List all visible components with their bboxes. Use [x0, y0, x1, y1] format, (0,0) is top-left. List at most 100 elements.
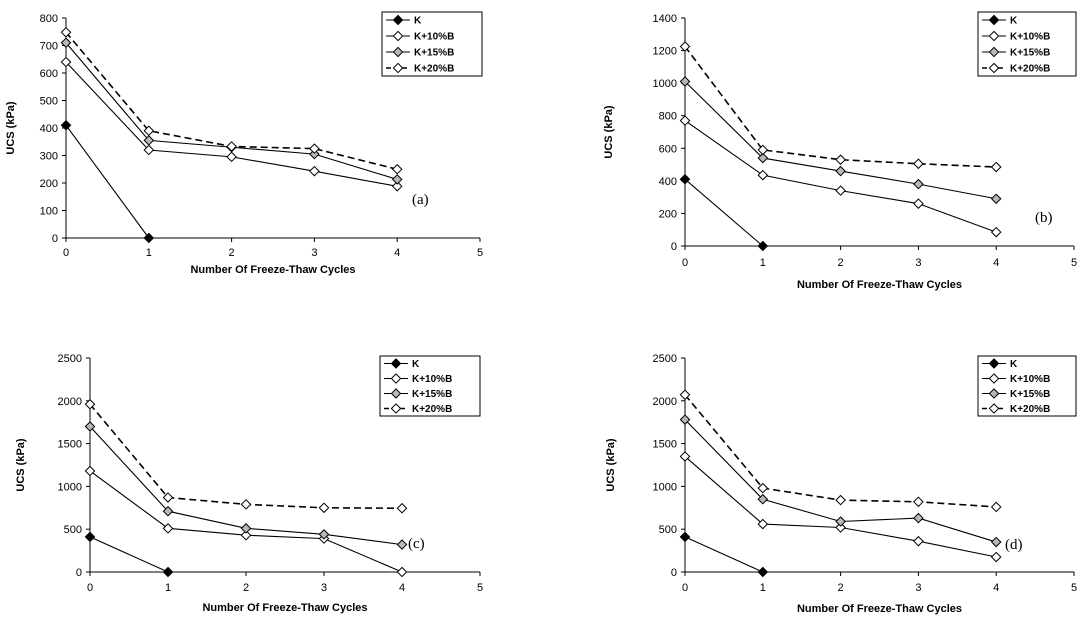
- x-tick-label: 4: [399, 582, 405, 594]
- x-tick-label: 4: [993, 257, 999, 269]
- data-point: [679, 115, 691, 126]
- series-line: [684, 536, 764, 573]
- y-axis-title: UCS (kPa): [603, 105, 615, 159]
- data-point: [679, 451, 691, 462]
- chart-svg: 0 100 200 300 400 500 600 700 800 0 1 2 3 4 5 Number Of…: [5, 11, 483, 276]
- data-point: [835, 165, 846, 177]
- data-point: [226, 141, 237, 152]
- data-point: [162, 523, 174, 534]
- data-point: [143, 135, 155, 146]
- x-tick-label: 1: [146, 247, 152, 259]
- x-tick-label: 0: [87, 582, 93, 594]
- chart-svg: 0 500 1000 1500 2000 2500 0 1 2 3 4 5 Number Of Free…: [605, 353, 1077, 615]
- data-point: [990, 161, 1002, 173]
- x-tick-label: 3: [915, 582, 921, 594]
- legend-marker: [390, 388, 402, 399]
- data-point: [318, 502, 330, 514]
- y-tick-label: 2500: [653, 353, 677, 365]
- data-point: [84, 465, 96, 477]
- x-axis-title: Number Of Freeze-Thaw Cycles: [190, 264, 355, 276]
- data-point: [60, 37, 72, 49]
- series-line: [65, 124, 150, 239]
- legend-marker: [988, 46, 1000, 58]
- data-point: [913, 198, 924, 209]
- y-tick-label: 500: [40, 96, 58, 108]
- y-tick-label: 0: [76, 567, 82, 579]
- data-point: [396, 502, 408, 514]
- x-tick-label: 2: [229, 247, 235, 259]
- x-tick-label: 2: [243, 582, 249, 594]
- data-point: [309, 143, 320, 154]
- legend-marker: [988, 388, 1000, 399]
- data-point: [679, 414, 691, 425]
- legend-label: K: [1010, 359, 1018, 370]
- chart-panel-b: 0 200 400 600 800 1000 1200 1400 0 1 2 3 4 5 Number Of…: [590, 0, 1088, 300]
- x-tick-label: 2: [838, 582, 844, 594]
- x-tick-label: 5: [477, 582, 483, 594]
- x-tick-label: 3: [321, 582, 327, 594]
- data-point: [835, 522, 846, 533]
- y-tick-label: 600: [659, 143, 677, 155]
- data-point: [757, 169, 769, 181]
- y-tick-label: 500: [64, 524, 82, 536]
- data-point: [143, 144, 155, 156]
- data-point: [990, 193, 1002, 205]
- data-point: [391, 174, 403, 185]
- data-point: [757, 493, 769, 505]
- legend-label: K+15%B: [412, 389, 452, 400]
- x-tick-label: 0: [682, 582, 688, 594]
- panel-label: (a): [412, 192, 429, 208]
- legend-marker: [988, 14, 1000, 26]
- data-point: [240, 499, 252, 510]
- legend-label: K: [1010, 16, 1018, 27]
- legend-label: K: [412, 359, 420, 370]
- legend-marker: [988, 30, 1000, 42]
- data-point: [679, 41, 691, 52]
- legend-marker: [988, 403, 1000, 414]
- panel-label: (c): [408, 536, 425, 552]
- data-point: [679, 173, 691, 185]
- data-point: [757, 482, 769, 494]
- series-line: [684, 456, 997, 558]
- legend-marker: [392, 46, 404, 58]
- y-tick-label: 2500: [58, 353, 82, 365]
- legend-label: K+15%B: [1010, 48, 1050, 59]
- legend-label: K+10%B: [1010, 374, 1050, 385]
- y-tick-label: 1000: [653, 78, 677, 90]
- data-point: [162, 492, 174, 503]
- data-point: [318, 529, 330, 540]
- data-point: [60, 26, 72, 38]
- y-tick-label: 100: [40, 206, 58, 218]
- data-point: [757, 566, 769, 578]
- data-point: [835, 154, 846, 165]
- data-point: [679, 389, 691, 401]
- legend-label: K+15%B: [1010, 389, 1050, 400]
- data-point: [391, 180, 403, 192]
- data-point: [84, 421, 96, 432]
- y-tick-label: 2000: [58, 396, 82, 408]
- legend: K K+10%B K+15%B K+20%B: [379, 355, 481, 417]
- data-point: [679, 76, 691, 87]
- x-axis-title: Number Of Freeze-Thaw Cycles: [797, 603, 962, 615]
- data-point: [162, 505, 174, 517]
- legend-marker: [390, 358, 402, 369]
- y-tick-label: 2000: [653, 396, 677, 408]
- chart-panel-c: 0 500 1000 1500 2000 2500 0 1 2 3 4 5 Number Of Free…: [0, 320, 490, 626]
- x-tick-label: 3: [915, 257, 921, 269]
- data-point: [309, 165, 320, 177]
- legend-marker: [392, 62, 404, 74]
- y-tick-label: 800: [40, 13, 58, 25]
- y-tick-label: 1000: [653, 481, 677, 493]
- y-axis-title: UCS (kPa): [15, 438, 27, 492]
- y-tick-label: 800: [659, 111, 677, 123]
- x-tick-label: 1: [165, 582, 171, 594]
- x-tick-label: 5: [477, 247, 483, 259]
- y-tick-label: 500: [659, 524, 677, 536]
- x-tick-label: 4: [993, 582, 999, 594]
- x-tick-label: 0: [63, 247, 69, 259]
- panel-label: (d): [1005, 537, 1023, 553]
- y-tick-label: 400: [659, 176, 677, 188]
- data-point: [226, 151, 237, 163]
- data-point: [913, 158, 924, 170]
- series-line: [89, 536, 169, 573]
